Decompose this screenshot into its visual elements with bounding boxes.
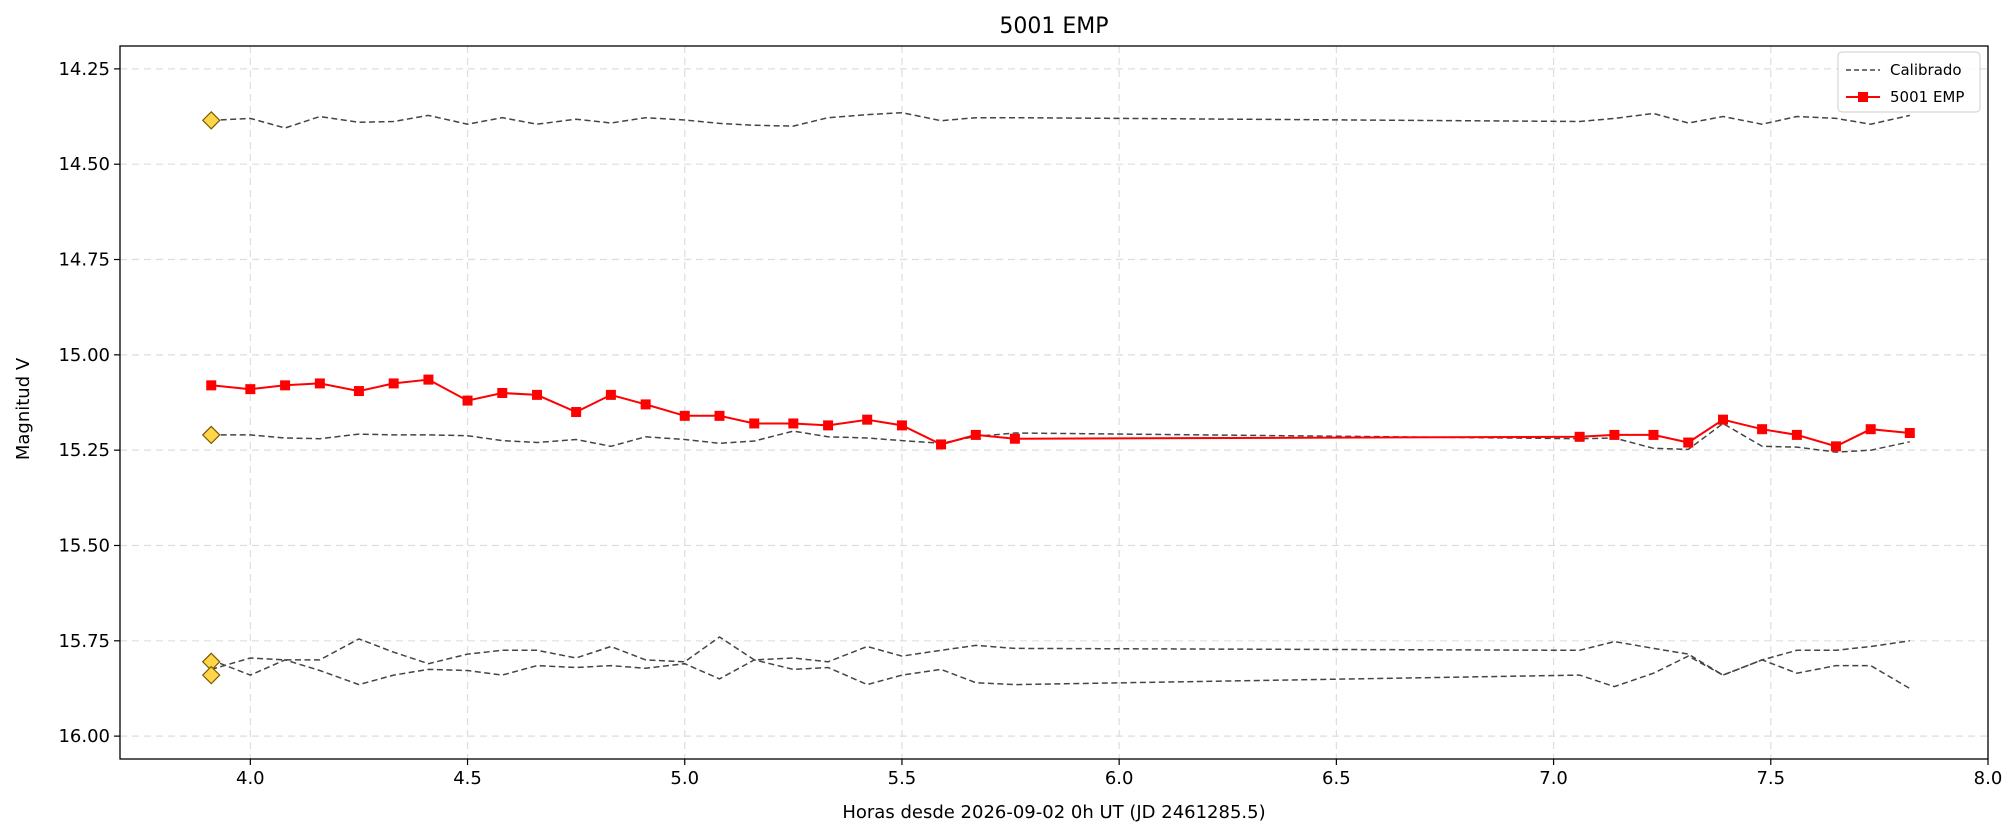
y-tick-label: 15.00 bbox=[58, 345, 110, 366]
legend-target-label: 5001 EMP bbox=[1890, 88, 1964, 106]
target-point bbox=[605, 389, 616, 400]
x-tick-label: 4.5 bbox=[453, 768, 482, 789]
calibrated-line-1 bbox=[211, 111, 1910, 129]
x-axis-ticks: 4.0 4.5 5.0 5.5 6.0 6.5 7.0 7.5 8.0 bbox=[236, 759, 2002, 789]
target-point bbox=[1683, 437, 1694, 448]
target-point bbox=[245, 384, 256, 395]
target-point bbox=[1830, 441, 1841, 452]
calibrated-line-4 bbox=[210, 655, 1911, 690]
y-tick-label: 14.50 bbox=[58, 154, 110, 175]
target-point bbox=[1574, 431, 1585, 442]
y-tick-label: 15.50 bbox=[58, 535, 110, 556]
legend: Calibrado 5001 EMP bbox=[1837, 51, 1981, 113]
x-tick-label: 4.0 bbox=[236, 768, 265, 789]
y-tick-label: 14.75 bbox=[58, 250, 110, 271]
target-point bbox=[1009, 433, 1020, 444]
chart-title: 5001 EMP bbox=[999, 14, 1108, 39]
x-tick-label: 6.5 bbox=[1322, 768, 1351, 789]
y-axis-label: Magnitud V bbox=[13, 357, 34, 460]
x-tick-label: 5.0 bbox=[670, 768, 699, 789]
target-point bbox=[423, 374, 434, 385]
reference-star-marker bbox=[201, 111, 221, 130]
target-point bbox=[1718, 414, 1729, 425]
target-point bbox=[714, 410, 725, 421]
y-axis-ticks: 14.25 14.50 14.75 15.00 15.25 15.50 15.75 16.00 bbox=[58, 59, 120, 747]
x-axis-label: Horas desde 2026-09-02 0h UT (JD 2461285… bbox=[842, 802, 1265, 823]
x-tick-label: 7.5 bbox=[1756, 768, 1785, 789]
y-tick-label: 15.75 bbox=[58, 631, 110, 652]
target-point bbox=[388, 378, 399, 389]
calibrated-series-group bbox=[210, 111, 1911, 690]
legend-calibrado-label: Calibrado bbox=[1890, 61, 1962, 79]
target-point bbox=[970, 429, 981, 440]
target-point bbox=[314, 378, 325, 389]
reference-markers-group bbox=[201, 111, 221, 685]
x-tick-label: 7.0 bbox=[1539, 768, 1568, 789]
target-point bbox=[823, 420, 834, 431]
target-point bbox=[206, 380, 217, 391]
x-tick-label: 6.0 bbox=[1105, 768, 1134, 789]
y-tick-label: 16.00 bbox=[58, 726, 110, 747]
target-point bbox=[1904, 428, 1915, 439]
y-tick-label: 15.25 bbox=[58, 440, 110, 461]
target-point bbox=[862, 414, 873, 425]
legend-target-marker bbox=[1858, 92, 1868, 102]
target-point bbox=[788, 418, 799, 429]
target-point bbox=[280, 380, 291, 391]
target-point bbox=[462, 395, 473, 406]
target-point bbox=[532, 389, 543, 400]
reference-star-marker bbox=[201, 665, 221, 685]
target-point bbox=[353, 386, 364, 397]
target-point bbox=[936, 439, 947, 450]
target-point bbox=[679, 410, 690, 421]
target-point bbox=[749, 418, 760, 429]
target-point bbox=[1865, 424, 1876, 435]
target-series-group bbox=[206, 374, 1915, 452]
target-point bbox=[1757, 424, 1768, 435]
x-tick-label: 5.5 bbox=[888, 768, 917, 789]
target-point bbox=[497, 387, 508, 398]
y-tick-label: 14.25 bbox=[58, 59, 110, 80]
plot-frame bbox=[119, 45, 1989, 760]
target-point bbox=[1791, 429, 1802, 440]
target-point bbox=[1648, 429, 1659, 440]
x-tick-label: 8.0 bbox=[1974, 768, 2003, 789]
calibrated-line-2 bbox=[211, 422, 1910, 453]
reference-star-marker bbox=[201, 425, 221, 445]
target-point bbox=[896, 420, 907, 431]
target-point bbox=[1609, 429, 1620, 440]
target-point bbox=[571, 407, 582, 418]
target-point bbox=[640, 399, 651, 410]
